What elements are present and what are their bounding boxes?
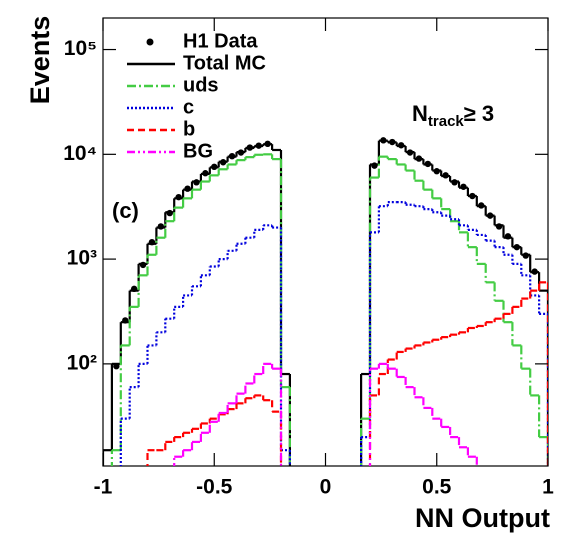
plot-area [103, 137, 548, 466]
annotation-sub: track [428, 113, 465, 130]
annotation: Ntrack≥ 3 [412, 101, 494, 130]
legend-label: BG [183, 140, 213, 162]
legend-label: b [183, 118, 195, 140]
legend-label: Total MC [183, 52, 266, 74]
annotation-rest: ≥ 3 [464, 101, 494, 126]
y-tick-label: 10⁴ [63, 142, 97, 165]
x-tick-label: -1 [94, 476, 113, 499]
x-axis-label: NN Output [415, 503, 550, 533]
y-tick-label: 10⁵ [64, 37, 97, 60]
y-axis-label: Events [25, 16, 55, 105]
legend-label: c [183, 96, 194, 118]
x-tick-label: 1 [542, 476, 554, 499]
y-tick-label: 10³ [67, 247, 97, 270]
x-tick-label: -0.5 [196, 476, 233, 499]
annotation-main: N [412, 101, 428, 126]
legend-label: uds [183, 74, 219, 96]
legend-label: H1 Data [183, 30, 258, 52]
legend-marker [146, 38, 154, 46]
x-tick-label: 0 [320, 476, 332, 499]
annotation: (c) [112, 198, 139, 223]
x-tick-label: 0.5 [422, 476, 452, 499]
y-tick-label: 10² [67, 351, 97, 374]
data-point [157, 223, 165, 230]
